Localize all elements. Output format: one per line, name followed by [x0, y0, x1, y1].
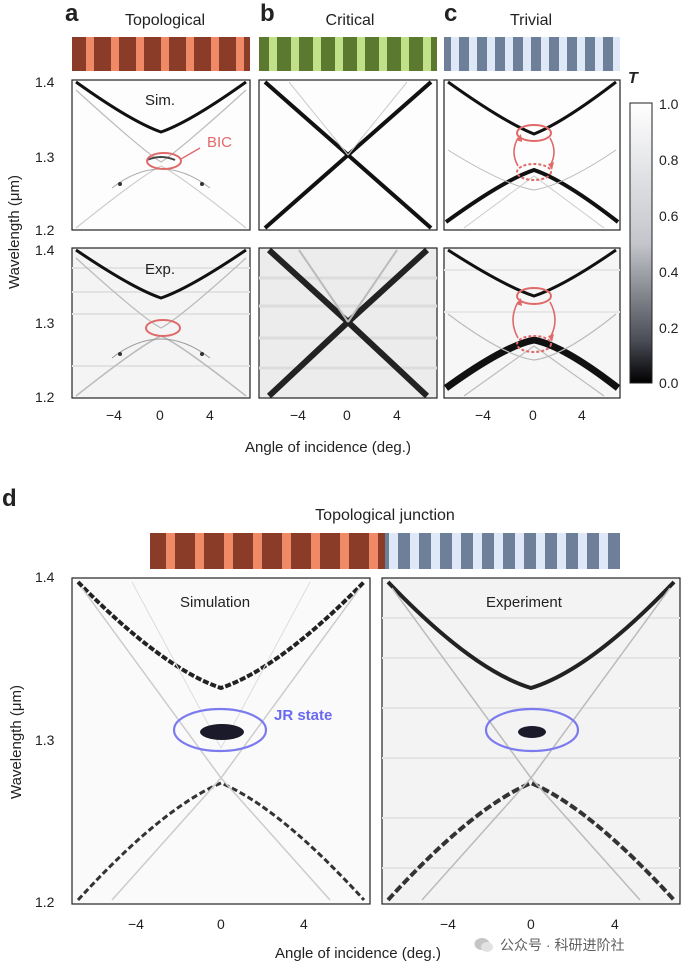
- colorbar-tick-0.8: 0.8: [659, 152, 679, 168]
- ytick-d-1.4: 1.4: [35, 569, 55, 585]
- colorbar-tick-0.4: 0.4: [659, 264, 679, 280]
- topological-structure-strip: [72, 37, 250, 71]
- colorbar-tick-0.6: 0.6: [659, 208, 679, 224]
- jr-state-annotation: JR state: [274, 707, 333, 724]
- ytick-d-1.2: 1.2: [35, 894, 55, 910]
- ytick-d-1.3: 1.3: [35, 732, 55, 748]
- y-axis-label-d: Wavelength (μm): [8, 685, 25, 799]
- xtick-d-sim-4: 4: [300, 916, 308, 932]
- xtick-c-4: 4: [578, 407, 586, 423]
- sim-panel-trivial: [443, 79, 621, 231]
- xtick-c-neg4: −4: [475, 407, 491, 423]
- xtick-a-neg4: −4: [106, 407, 122, 423]
- exp-panel-topological: [71, 247, 251, 399]
- watermark: 公众号 · 科研进阶社: [474, 935, 624, 955]
- colorbar: [629, 102, 653, 384]
- xtick-b-4: 4: [393, 407, 401, 423]
- ytick-sim-1.3: 1.3: [35, 149, 55, 165]
- xtick-a-0: 0: [156, 407, 164, 423]
- trivial-structure-strip: [444, 37, 620, 71]
- xtick-a-4: 4: [206, 407, 214, 423]
- xtick-d-sim-neg4: −4: [128, 916, 144, 932]
- panel-letter-a: a: [65, 0, 79, 27]
- ytick-sim-1.4: 1.4: [35, 74, 55, 90]
- panel-title-junction: Topological junction: [315, 507, 455, 524]
- panel-title-critical: Critical: [325, 12, 375, 29]
- exp-panel-trivial: [443, 247, 621, 399]
- panel-letter-b: b: [260, 0, 275, 27]
- panel-title-trivial: Trivial: [509, 12, 553, 29]
- junction-structure-strip: [150, 533, 620, 569]
- watermark-text: 公众号 · 科研进阶社: [500, 937, 625, 953]
- panel-letter-d: d: [2, 485, 17, 512]
- x-axis-label-top: Angle of incidence (deg.): [245, 439, 411, 456]
- wechat-icon: [474, 937, 493, 952]
- xtick-d-exp-4: 4: [611, 916, 619, 932]
- xtick-d-exp-neg4: −4: [440, 916, 456, 932]
- panel-title-topological: Topological: [124, 12, 206, 29]
- ytick-exp-1.2: 1.2: [35, 389, 55, 405]
- critical-structure-strip: [259, 37, 437, 71]
- junction-experiment-panel: [381, 577, 681, 905]
- exp-panel-critical: [258, 247, 438, 399]
- experiment-label: Experiment: [486, 594, 562, 611]
- ytick-exp-1.3: 1.3: [35, 315, 55, 331]
- x-axis-label-d: Angle of incidence (deg.): [275, 945, 441, 962]
- colorbar-title: T: [628, 70, 638, 87]
- xtick-d-exp-0: 0: [527, 916, 535, 932]
- y-axis-label-top: Wavelength (μm): [6, 175, 23, 289]
- colorbar-tick-1.0: 1.0: [659, 96, 679, 112]
- sim-panel-critical: [258, 79, 438, 231]
- panel-letter-c: c: [444, 0, 458, 27]
- ytick-sim-1.2: 1.2: [35, 222, 55, 238]
- xtick-c-0: 0: [529, 407, 537, 423]
- xtick-b-neg4: −4: [290, 407, 306, 423]
- bic-annotation: BIC: [207, 134, 233, 151]
- colorbar-tick-0.2: 0.2: [659, 320, 679, 336]
- sim-row-label: Sim.: [145, 92, 175, 109]
- colorbar-tick-0.0: 0.0: [659, 375, 679, 391]
- simulation-label: Simulation: [180, 594, 251, 611]
- xtick-d-sim-0: 0: [217, 916, 225, 932]
- junction-simulation-panel: [71, 577, 371, 905]
- ytick-exp-1.4: 1.4: [35, 242, 55, 258]
- sim-panel-topological: [71, 79, 251, 231]
- exp-row-label: Exp.: [145, 261, 176, 278]
- xtick-b-0: 0: [343, 407, 351, 423]
